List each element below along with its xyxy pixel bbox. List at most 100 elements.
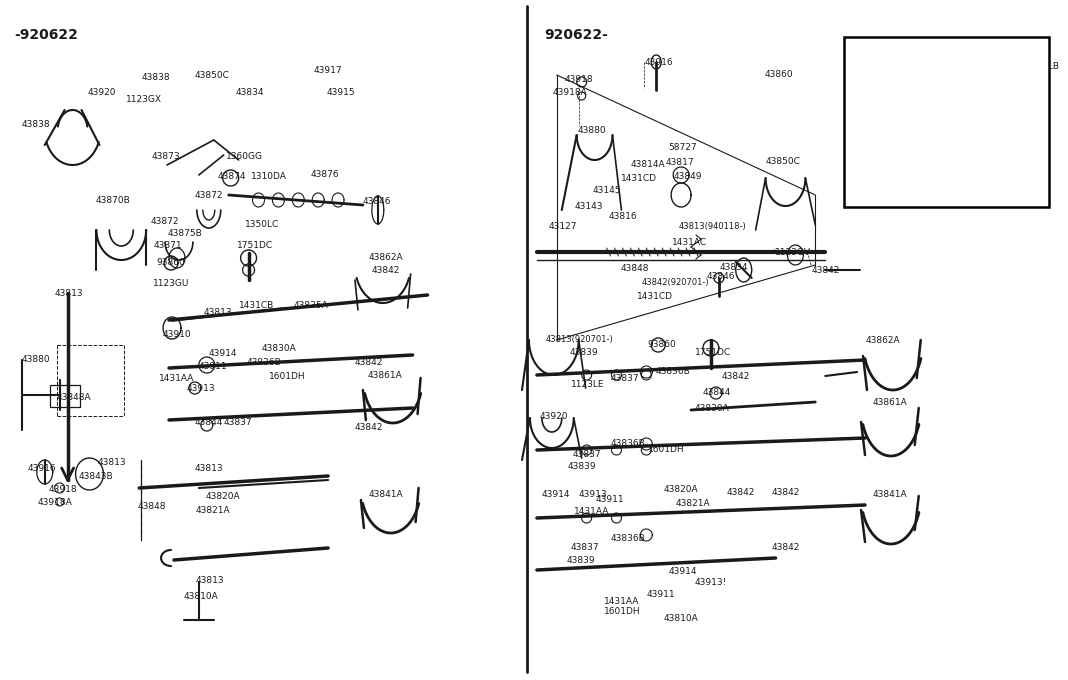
Text: 43911: 43911 [646, 590, 675, 599]
Text: 1431CD: 1431CD [638, 292, 673, 301]
Text: 43871: 43871 [153, 241, 182, 250]
Text: 43850C: 43850C [766, 157, 801, 166]
Text: 43861A: 43861A [873, 398, 908, 407]
Text: 43910: 43910 [162, 330, 191, 339]
Bar [50, 385, 79, 407]
Text: 43846: 43846 [363, 197, 391, 206]
Text: 920622-: 920622- [544, 28, 608, 42]
Text: 1123GU: 1123GU [153, 279, 189, 288]
Text: 43842: 43842 [771, 543, 800, 552]
Text: 43127: 43127 [549, 222, 578, 231]
Text: 43842: 43842 [355, 358, 383, 367]
Text: 43816: 43816 [609, 212, 638, 221]
Text: 43834: 43834 [236, 88, 264, 97]
Text: 43814A: 43814A [630, 160, 665, 169]
Text: 1123LB: 1123LB [1026, 62, 1061, 71]
Text: 93860: 93860 [156, 258, 185, 267]
Text: 43842(920701-): 43842(920701-) [641, 278, 709, 287]
Text: 43842: 43842 [355, 423, 383, 432]
Text: 1431AA: 1431AA [603, 597, 639, 606]
Text: 43861A: 43861A [367, 371, 403, 380]
Text: 43880: 43880 [21, 355, 50, 364]
Text: 1431CD: 1431CD [622, 174, 658, 183]
Text: 43911: 43911 [199, 362, 227, 371]
Text: 43145: 43145 [593, 186, 622, 195]
Text: 43813(940118-): 43813(940118-) [679, 222, 747, 231]
Text: 43917: 43917 [313, 66, 342, 75]
Text: 43850C: 43850C [194, 71, 230, 80]
Text: 1431AC: 1431AC [672, 238, 707, 247]
Text: 43875B: 43875B [900, 127, 936, 136]
Text: 43915: 43915 [326, 88, 355, 97]
Text: 43875B: 43875B [168, 229, 203, 238]
Text: 58727: 58727 [669, 143, 696, 152]
Text: 43813: 43813 [195, 576, 224, 585]
Text: 43843B: 43843B [79, 472, 113, 481]
Text: 43842: 43842 [771, 488, 800, 497]
Text: 43837: 43837 [570, 543, 599, 552]
Text: 43848A: 43848A [57, 393, 91, 402]
Text: 1601DH: 1601DH [268, 372, 305, 381]
Text: 43844: 43844 [703, 388, 732, 397]
Text: 43810A: 43810A [184, 592, 219, 601]
Text: 43871: 43871 [871, 185, 899, 194]
Text: 43842: 43842 [812, 266, 839, 275]
Text: 1310DA: 1310DA [251, 172, 286, 181]
Text: 43821A: 43821A [195, 506, 231, 515]
Text: 43838: 43838 [21, 120, 50, 129]
Text: 43836B: 43836B [656, 367, 690, 376]
Text: 43837: 43837 [223, 418, 252, 427]
Text: 43872: 43872 [904, 103, 932, 112]
Text: 43841A: 43841A [368, 490, 404, 499]
Text: 43918: 43918 [49, 485, 77, 494]
Text: 43918A: 43918A [37, 498, 73, 507]
Text: 1601DH: 1601DH [648, 445, 685, 454]
Text: 43870B: 43870B [902, 173, 938, 182]
Text: 1601DH: 1601DH [603, 607, 640, 616]
Text: 43911: 43911 [596, 495, 624, 504]
Text: 43872: 43872 [853, 115, 881, 124]
Text: 1123GX: 1123GX [126, 95, 162, 104]
Text: 1360GG: 1360GG [225, 152, 263, 161]
Text: 43820A: 43820A [663, 485, 697, 494]
Text: 43860: 43860 [765, 70, 794, 79]
Text: 1431AA: 1431AA [159, 374, 194, 383]
Text: 43838: 43838 [141, 73, 170, 82]
Text: 43836B: 43836B [611, 439, 645, 448]
Text: 43848: 43848 [621, 264, 649, 273]
Text: 43841A: 43841A [873, 490, 908, 499]
Text: 43835A: 43835A [294, 301, 328, 310]
Text: 43914: 43914 [541, 490, 570, 499]
Text: 43849: 43849 [673, 172, 702, 181]
Text: 93860: 93860 [647, 340, 676, 349]
Text: 43830A: 43830A [262, 344, 296, 353]
Text: 43873: 43873 [867, 173, 896, 182]
Text: 43916: 43916 [644, 58, 673, 67]
Text: 43813: 43813 [194, 464, 223, 473]
Text: 43916: 43916 [28, 464, 57, 473]
Text: 43862A: 43862A [368, 253, 404, 262]
Text: 43918A: 43918A [553, 88, 587, 97]
Text: 43817: 43817 [665, 158, 694, 167]
Text: 43821A: 43821A [675, 499, 710, 508]
Text: 43813: 43813 [54, 289, 83, 298]
Text: 1431CB: 1431CB [238, 301, 273, 310]
Text: 43848: 43848 [137, 502, 166, 511]
Text: 43913: 43913 [579, 490, 608, 499]
Text: 43837: 43837 [572, 450, 601, 459]
Text: 43914: 43914 [209, 349, 237, 358]
Text: 43862A: 43862A [866, 336, 900, 345]
Text: 43839: 43839 [568, 462, 596, 471]
Text: 1431AA: 1431AA [574, 507, 609, 516]
Text: 43872: 43872 [194, 191, 223, 200]
Text: 43874: 43874 [218, 172, 247, 181]
Text: 43874: 43874 [853, 91, 881, 100]
Text: 43920: 43920 [540, 412, 568, 421]
Text: 43810A: 43810A [663, 614, 698, 623]
Text: 43813: 43813 [204, 308, 233, 317]
Text: 43842: 43842 [727, 488, 755, 497]
Text: 43836B: 43836B [247, 358, 281, 367]
Text: 43813(920701-): 43813(920701-) [546, 335, 614, 344]
Text: 43913!: 43913! [695, 578, 727, 587]
Text: 43830A: 43830A [695, 404, 729, 413]
